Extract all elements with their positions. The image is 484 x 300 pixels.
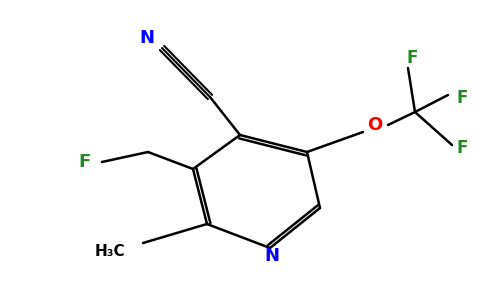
Text: N: N — [139, 29, 154, 47]
Text: F: F — [78, 153, 90, 171]
Text: N: N — [264, 247, 279, 265]
Text: F: F — [456, 89, 468, 107]
Text: F: F — [456, 139, 468, 157]
Text: O: O — [367, 116, 383, 134]
Text: H₃C: H₃C — [95, 244, 125, 260]
Text: F: F — [406, 49, 418, 67]
